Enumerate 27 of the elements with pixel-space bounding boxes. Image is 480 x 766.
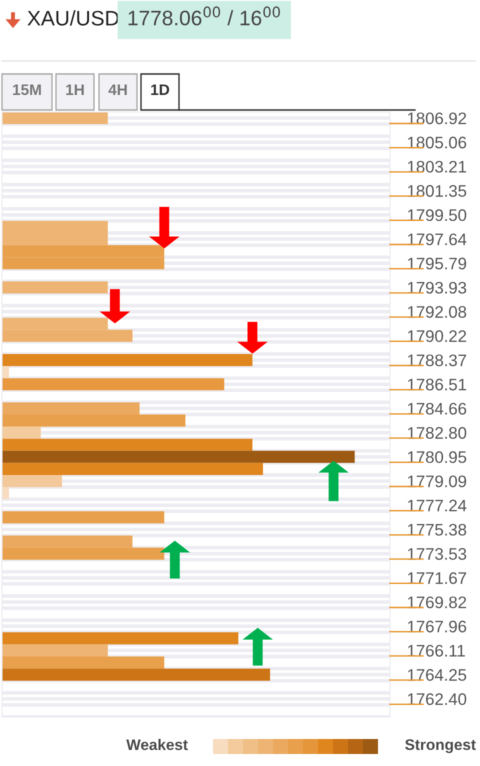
- chart-title: XAU/USD: [27, 10, 119, 26]
- y-tick-label: 1767.96: [408, 620, 466, 632]
- y-tick-label: 1792.08: [408, 306, 466, 318]
- y-tick-label: 1762.40: [408, 693, 466, 706]
- y-tick-label: 1795.79: [408, 258, 466, 270]
- text: 1D: [151, 84, 170, 95]
- y-tick-label: 1779.09: [408, 475, 466, 488]
- y-tick-label: 1797.64: [408, 233, 466, 246]
- text: Weakest: [126, 738, 188, 750]
- y-tick-label: 1764.25: [408, 669, 466, 681]
- y-tick-label: 1790.22: [408, 330, 466, 342]
- text: 15M: [13, 84, 41, 96]
- y-tick-label: 1784.66: [408, 402, 466, 415]
- y-tick-label: 1769.82: [408, 596, 466, 608]
- chart-subtitle: 1778.06$^{00}$ / 16$^{00}$: [128, 6, 280, 26]
- text: 4H: [108, 84, 127, 95]
- y-tick-label: 1773.53: [408, 548, 466, 560]
- y-tick-label: 1766.11: [408, 644, 465, 657]
- text: 1H: [66, 84, 84, 95]
- y-tick-label: 1786.51: [408, 378, 466, 390]
- y-tick-label: 1782.80: [408, 427, 466, 439]
- y-tick-label: 1793.93: [408, 282, 466, 294]
- text: Strongest: [405, 739, 476, 754]
- y-tick-label: 1788.37: [408, 354, 466, 366]
- y-tick-label: 1799.50: [408, 209, 466, 222]
- y-tick-label: 1775.38: [408, 524, 466, 536]
- y-tick-label: 1780.95: [408, 451, 466, 464]
